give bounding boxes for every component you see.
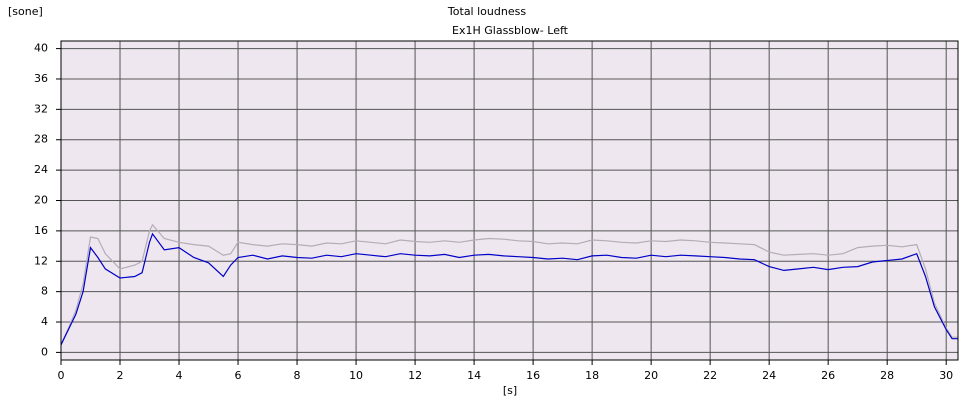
- y-axis-label: [sone]: [8, 5, 43, 18]
- x-tick-label: 2: [117, 369, 124, 382]
- x-tick-label: 24: [762, 369, 776, 382]
- x-tick-label: 8: [294, 369, 301, 382]
- y-tick-label: 8: [41, 285, 48, 298]
- x-tick-label: 20: [644, 369, 658, 382]
- x-tick-label: 26: [821, 369, 835, 382]
- x-tick-label: 18: [585, 369, 599, 382]
- y-tick-label: 40: [34, 42, 48, 55]
- plot-border: [60, 40, 959, 361]
- data-line: [60, 232, 958, 346]
- data-line: [60, 223, 958, 346]
- y-tick-label: 0: [41, 345, 48, 358]
- x-tick-label: 4: [176, 369, 183, 382]
- y-tick-label: 16: [34, 224, 48, 237]
- x-tick-label: 6: [235, 369, 242, 382]
- x-tick-label: 16: [526, 369, 540, 382]
- y-tick-label: 32: [34, 102, 48, 115]
- y-tick-label: 12: [34, 254, 48, 267]
- x-axis-label: [s]: [503, 384, 517, 397]
- y-tick-label: 4: [41, 315, 48, 328]
- chart-title: Total loudness: [447, 5, 526, 18]
- y-tick-label: 36: [34, 72, 48, 85]
- x-tick-label: 14: [467, 369, 481, 382]
- x-tick-label: 0: [58, 369, 65, 382]
- x-tick-label: 30: [939, 369, 953, 382]
- y-tick-label: 20: [34, 194, 48, 207]
- y-tick-label: 24: [34, 163, 48, 176]
- chart-subtitle: Ex1H Glassblow- Left: [452, 24, 569, 37]
- x-tick-label: 12: [408, 369, 422, 382]
- x-tick-label: 28: [880, 369, 894, 382]
- x-tick-label: 22: [703, 369, 717, 382]
- x-tick-label: 10: [349, 369, 363, 382]
- y-tick-label: 28: [34, 133, 48, 146]
